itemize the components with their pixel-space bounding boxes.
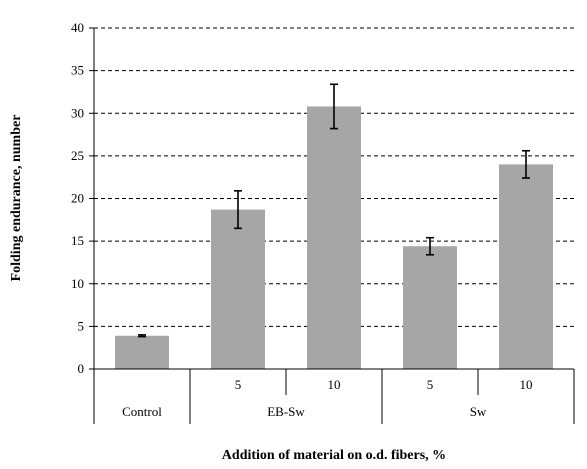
- error-bars: [138, 83, 530, 338]
- bar: [211, 209, 265, 369]
- bar: [115, 335, 169, 369]
- y-tick-label: 0: [78, 361, 85, 376]
- bars: [115, 106, 553, 370]
- x-group-label: EB-Sw: [267, 404, 305, 419]
- x-tick-label: 10: [328, 377, 341, 392]
- y-tick-label: 15: [71, 233, 84, 248]
- bar: [499, 164, 553, 369]
- x-category-table: Control 5 10 EB-Sw 5 10 Sw: [93, 369, 575, 424]
- x-tick-label: 5: [427, 377, 434, 392]
- bar: [403, 246, 457, 369]
- x-group-label: Sw: [470, 404, 487, 419]
- y-tick-label: 25: [71, 148, 84, 163]
- x-group-label: Control: [122, 404, 162, 419]
- y-tick-label: 30: [71, 105, 84, 120]
- y-tick-label: 5: [78, 318, 85, 333]
- bar: [307, 106, 361, 370]
- axes: [89, 27, 574, 370]
- y-tick-label: 10: [71, 276, 84, 291]
- x-tick-label: 10: [520, 377, 533, 392]
- x-axis-title: Addition of material on o.d. fibers, %: [222, 448, 446, 463]
- x-tick-label: 5: [235, 377, 242, 392]
- y-tick-label: 35: [71, 63, 84, 78]
- y-tick-labels: 0 5 10 15 20 25 30 35 40: [71, 20, 84, 376]
- y-axis-title: Folding endurance, number: [9, 115, 24, 282]
- y-tick-label: 40: [71, 20, 84, 35]
- y-tick-label: 20: [71, 191, 84, 206]
